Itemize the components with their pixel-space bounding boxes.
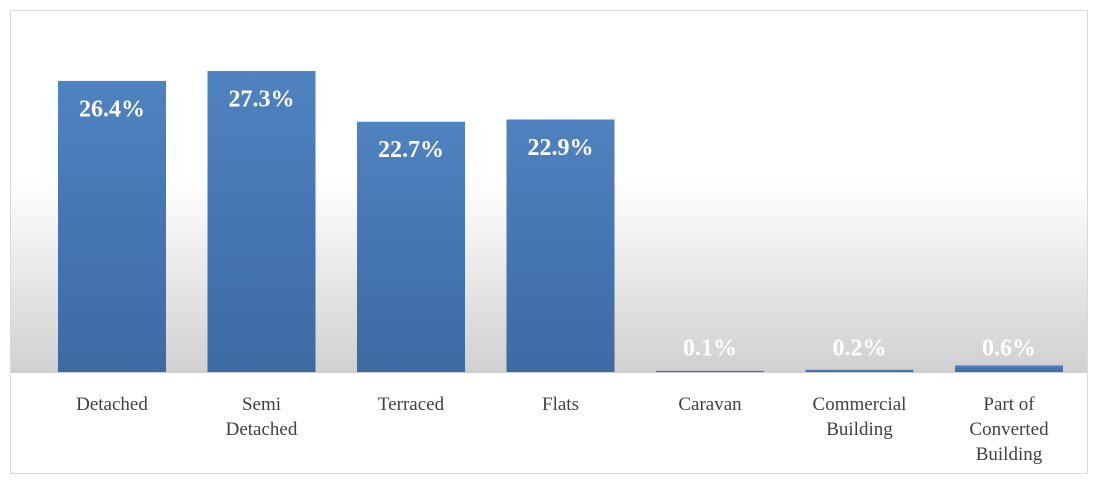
bar <box>805 369 914 372</box>
bar <box>207 71 316 372</box>
bar <box>357 121 465 372</box>
data-label: 0.6% <box>982 336 1036 362</box>
x-tick-label: Caravan <box>678 394 742 415</box>
data-label: 0.1% <box>683 336 737 362</box>
x-tick-label: Commercial Building <box>812 394 907 440</box>
x-tick-label: Terraced <box>377 394 445 415</box>
x-tick-label: Semi Detached <box>225 394 298 440</box>
data-label: 22.7% <box>378 137 444 163</box>
data-label: 27.3% <box>229 87 295 113</box>
x-tick-label: Detached <box>76 394 148 415</box>
data-label: 0.2% <box>833 336 887 362</box>
bar <box>656 370 764 372</box>
bar <box>58 80 166 372</box>
x-tick-label: Flats <box>542 394 579 415</box>
bar <box>506 119 615 372</box>
x-tick-label: Part of Converted Building <box>969 394 1049 465</box>
chart-frame <box>10 10 1088 474</box>
bar <box>955 365 1063 372</box>
data-label: 26.4% <box>79 96 145 122</box>
data-label: 22.9% <box>528 135 594 161</box>
